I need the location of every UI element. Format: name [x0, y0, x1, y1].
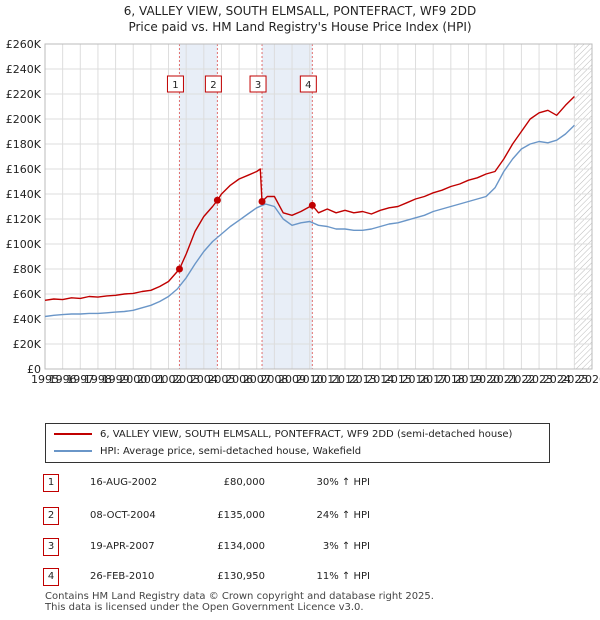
- x-tick-label: 2003: [172, 373, 200, 386]
- x-tick-label: 2006: [225, 373, 253, 386]
- plot-frame: [44, 43, 593, 370]
- transaction-hpi-change: 3% ↑ HPI: [322, 541, 370, 552]
- transaction-number-box: [204, 75, 222, 93]
- transaction-hpi-change: 30% ↑ HPI: [316, 477, 370, 488]
- y-tick-label: £240K: [6, 63, 42, 76]
- legend-swatch-hpi: [54, 450, 92, 452]
- transaction-number-label: 2: [210, 80, 216, 91]
- transaction-number-box: [166, 75, 184, 93]
- x-tick-label: 2010: [296, 373, 324, 386]
- legend-item-property: 6, VALLEY VIEW, SOUTH ELMSALL, PONTEFRAC…: [54, 427, 512, 443]
- x-tick-label: 2020: [472, 373, 500, 386]
- x-tick-label: 2009: [278, 373, 306, 386]
- x-tick-label: 1998: [84, 373, 112, 386]
- x-tick-label: 2004: [190, 373, 218, 386]
- x-tick-label: 2002: [155, 373, 183, 386]
- y-tick-label: £260K: [6, 38, 42, 51]
- y-tick-label: £120K: [6, 213, 42, 226]
- transaction-date: 26-FEB-2010: [90, 571, 155, 582]
- x-tick-label: 1999: [102, 373, 130, 386]
- y-tick-label: £20K: [13, 338, 42, 351]
- transaction-point: [213, 196, 221, 204]
- x-tick-label: 2025: [560, 373, 588, 386]
- footer-copyright: Contains HM Land Registry data © Crown c…: [45, 591, 434, 602]
- transaction-number-badge: 3: [43, 538, 59, 556]
- x-tick-label: 2019: [454, 373, 482, 386]
- transaction-hpi-change: 11% ↑ HPI: [316, 571, 370, 582]
- x-tick-label: 1995: [31, 373, 59, 386]
- property-price-line: [44, 96, 575, 301]
- transaction-point: [258, 198, 266, 205]
- transaction-row: 3 19-APR-2007 £134,000 3% ↑ HPI: [0, 538, 600, 556]
- sale-period-band: [262, 44, 313, 369]
- x-tick-label: 2005: [207, 373, 235, 386]
- transaction-number-badge: 1: [43, 474, 59, 492]
- transaction-price: £130,950: [217, 571, 265, 582]
- y-tick-label: £140K: [6, 188, 42, 201]
- legend-label-hpi: HPI: Average price, semi-detached house,…: [100, 446, 362, 457]
- y-tick-label: £180K: [6, 138, 42, 151]
- x-tick-label: 2021: [490, 373, 518, 386]
- footer: Contains HM Land Registry data © Crown c…: [45, 591, 434, 613]
- transaction-number-badge: 2: [43, 507, 59, 525]
- forecast-hatch: [574, 44, 592, 369]
- transaction-number-badge: 4: [43, 568, 59, 586]
- legend-item-hpi: HPI: Average price, semi-detached house,…: [54, 444, 361, 460]
- y-tick-label: £220K: [6, 88, 42, 101]
- hpi-line: [44, 124, 575, 318]
- transaction-date: 08-OCT-2004: [90, 510, 156, 521]
- legend: 6, VALLEY VIEW, SOUTH ELMSALL, PONTEFRAC…: [45, 423, 550, 463]
- transaction-point: [175, 265, 183, 273]
- chart-title: 6, VALLEY VIEW, SOUTH ELMSALL, PONTEFRAC…: [123, 4, 477, 18]
- transaction-hpi-change: 24% ↑ HPI: [316, 510, 370, 521]
- y-tick-label: £80K: [13, 263, 42, 276]
- transaction-point: [308, 201, 316, 209]
- transaction-date: 16-AUG-2002: [90, 477, 158, 488]
- x-tick-label: 2024: [543, 373, 571, 386]
- x-tick-label: 2018: [437, 373, 465, 386]
- footer-license: This data is licensed under the Open Gov…: [45, 602, 364, 613]
- transaction-date: 19-APR-2007: [90, 541, 155, 552]
- transaction-number-label: 3: [255, 80, 261, 91]
- transaction-number-label: 4: [305, 80, 311, 91]
- transaction-number-box: [299, 75, 317, 93]
- x-tick-label: 2011: [313, 373, 341, 386]
- x-tick-label: 2016: [402, 373, 430, 386]
- y-tick-label: £160K: [6, 163, 42, 176]
- x-tick-label: 2001: [137, 373, 165, 386]
- transaction-price: £80,000: [223, 477, 265, 488]
- x-tick-label: 2022: [507, 373, 535, 386]
- transaction-row: 4 26-FEB-2010 £130,950 11% ↑ HPI: [0, 568, 600, 586]
- y-tick-label: £60K: [13, 288, 42, 301]
- legend-swatch-property: [54, 433, 92, 435]
- x-tick-label: 2012: [331, 373, 359, 386]
- transaction-price: £134,000: [217, 541, 265, 552]
- x-tick-label: 1996: [49, 373, 77, 386]
- x-tick-label: 2007: [243, 373, 271, 386]
- x-tick-label: 2015: [384, 373, 412, 386]
- transaction-row: 2 08-OCT-2004 £135,000 24% ↑ HPI: [0, 507, 600, 525]
- y-tick-label: £100K: [6, 238, 42, 251]
- x-tick-label: 2013: [349, 373, 377, 386]
- plot-area: [45, 44, 592, 369]
- transaction-price: £135,000: [217, 510, 265, 521]
- transaction-row: 1 16-AUG-2002 £80,000 30% ↑ HPI: [0, 474, 600, 492]
- x-tick-label: 2014: [366, 373, 394, 386]
- x-tick-label: 1997: [66, 373, 94, 386]
- transaction-number-label: 1: [172, 80, 178, 91]
- y-tick-label: £0: [27, 363, 41, 376]
- y-tick-label: £40K: [13, 313, 42, 326]
- x-tick-label: 2000: [119, 373, 147, 386]
- legend-label-property: 6, VALLEY VIEW, SOUTH ELMSALL, PONTEFRAC…: [100, 429, 513, 440]
- x-tick-label: 2008: [260, 373, 288, 386]
- y-tick-label: £200K: [6, 113, 42, 126]
- x-tick-label: 2017: [419, 373, 447, 386]
- x-tick-label: 2023: [525, 373, 553, 386]
- transaction-number-box: [249, 75, 267, 93]
- chart-subtitle: Price paid vs. HM Land Registry's House …: [128, 20, 472, 34]
- price-chart: 1 2 3 4 £0 £20K £40K £60K £80K £100K £120K £140K £16…: [6, 38, 600, 386]
